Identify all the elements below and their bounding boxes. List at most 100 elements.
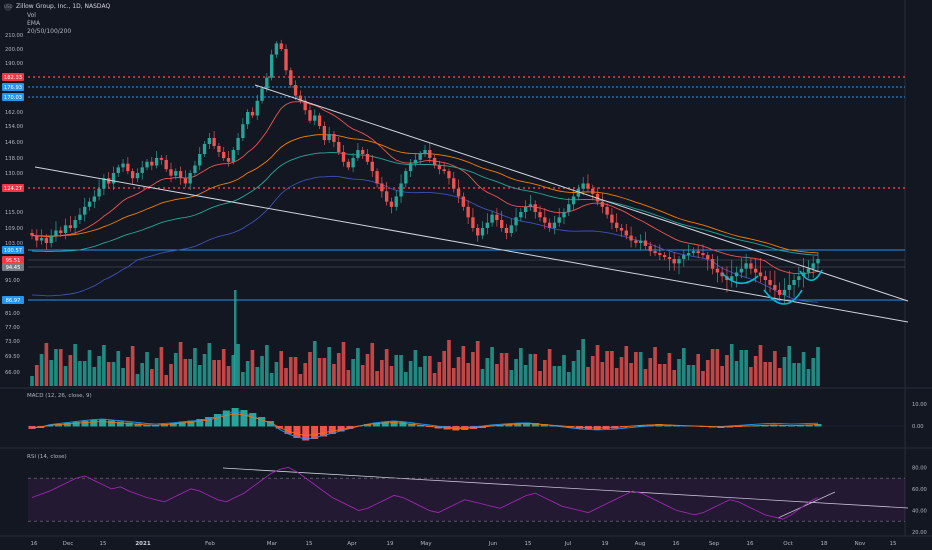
candle-body [653, 251, 657, 254]
symbol-badge[interactable]: USD [4, 3, 13, 11]
candle-body [615, 222, 619, 228]
price-tick-label: 138.00 [5, 156, 23, 162]
volume-bar [332, 364, 336, 386]
candle-body [466, 206, 470, 218]
time-tick-label: 19 [602, 541, 609, 547]
price-tick-label: 176.93 [4, 85, 22, 91]
candle-body [758, 272, 763, 277]
candle-body [816, 259, 820, 264]
candle-body [514, 217, 518, 226]
volume-bar [303, 363, 308, 386]
volume-bar [562, 355, 566, 386]
volume-bar [667, 353, 672, 386]
macd-histogram-bar [372, 422, 380, 427]
volume-bar [312, 341, 317, 386]
volume-bar [92, 367, 97, 386]
volume-bar [451, 368, 456, 386]
macd-histogram-bar [72, 422, 80, 427]
volume-bar [739, 350, 744, 386]
volume-bar [193, 348, 197, 386]
candle-body [806, 268, 811, 273]
macd-histogram-bar [319, 426, 327, 437]
time-tick-label: 16 [747, 541, 754, 547]
macd-histogram-bar [390, 421, 398, 427]
volume-bar [394, 355, 399, 386]
macd-histogram-bar [805, 424, 813, 427]
macd-histogram-bar [134, 423, 142, 427]
candle-body [265, 77, 269, 89]
volume-bar [399, 355, 403, 386]
volume-bar [734, 361, 739, 386]
candle-body [279, 43, 283, 49]
candle-body [236, 138, 240, 150]
candle-body [662, 255, 667, 258]
volume-bar [662, 364, 667, 386]
price-tag [2, 296, 24, 304]
candle-body [145, 161, 149, 168]
candle-body [480, 228, 485, 236]
candle-body [533, 204, 537, 212]
candle-body [686, 253, 691, 256]
volume-bar [648, 358, 653, 386]
volume-bar [538, 371, 542, 386]
volume-bar [308, 352, 312, 386]
candle-body [130, 171, 135, 179]
candle-body [212, 138, 216, 146]
price-tag [2, 93, 24, 101]
volume-bar [471, 352, 475, 386]
candle-body [59, 230, 63, 233]
candle-body [202, 144, 207, 154]
candle-body [121, 163, 125, 168]
candle-body [739, 268, 743, 273]
volume-bar [806, 369, 811, 386]
price-tag [2, 83, 24, 91]
volume-bar [404, 372, 408, 386]
candle-body [332, 134, 336, 142]
candle-body [452, 178, 456, 189]
candle-body [269, 54, 274, 78]
volume-bar [456, 357, 461, 386]
volume-bar [356, 348, 360, 386]
macd-histogram-bar [222, 410, 230, 427]
volume-bar [154, 358, 159, 386]
price-tag [2, 256, 24, 264]
candle-body [126, 163, 130, 172]
macd-signal-line [31, 413, 819, 436]
macd-histogram-bar [205, 417, 213, 427]
volume-bar [44, 343, 49, 386]
volume-bar [418, 367, 423, 386]
volume-bar [183, 359, 188, 386]
candle-body [313, 115, 317, 121]
volume-bar [447, 340, 451, 386]
candle-body [730, 276, 734, 280]
volume-bar [777, 368, 782, 386]
candle-body [384, 191, 389, 202]
candle-body [437, 165, 442, 170]
grid [0, 0, 932, 537]
volume-bar [178, 342, 183, 386]
candle-body [547, 222, 552, 228]
candle-body [154, 158, 159, 166]
macd-histogram-bar [364, 424, 372, 427]
macd-histogram-bar [381, 421, 389, 427]
volume-bar [197, 365, 202, 386]
volume-bar [797, 363, 801, 386]
price-tick-label: 100.57 [4, 248, 22, 254]
time-tick-label: 15 [100, 541, 107, 547]
volume-bar [801, 352, 806, 386]
volume-bar [207, 343, 212, 386]
candle-body [500, 220, 504, 228]
candle-body [308, 110, 312, 121]
candle-body [351, 158, 355, 168]
volume-bar [581, 339, 585, 386]
volume-bar [547, 349, 552, 386]
candle-body [394, 196, 398, 207]
volume-bar [274, 362, 279, 386]
candle-body [715, 268, 720, 273]
volume-bar [82, 361, 87, 386]
candle-body [634, 240, 638, 243]
macd-histogram-bar [540, 424, 548, 427]
volume-bar [729, 344, 734, 386]
macd-histogram-bar [116, 421, 124, 427]
